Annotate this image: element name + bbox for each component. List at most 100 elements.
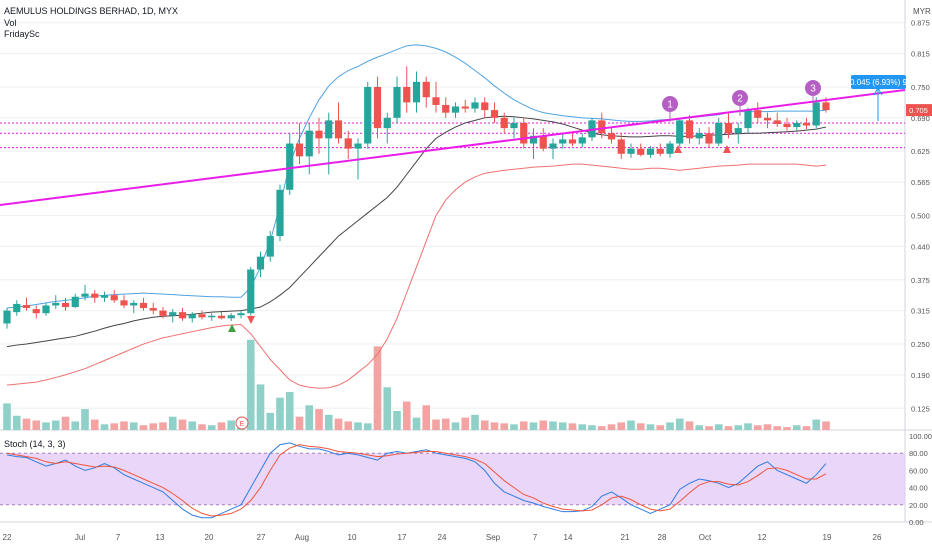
- stochastic-lines: [0, 442, 905, 519]
- stoch-d-line: [6, 444, 827, 517]
- volume-bar: [607, 424, 616, 430]
- candle: [305, 130, 313, 157]
- candle: [763, 117, 772, 121]
- x-tick-label: Jul: [75, 533, 85, 542]
- x-tick-label: 7: [116, 533, 121, 542]
- volume-bar: [636, 423, 645, 430]
- volume-bar: [451, 422, 460, 430]
- volume-bar: [51, 420, 60, 430]
- volume-bar: [802, 426, 811, 430]
- volume-bar: [90, 419, 99, 430]
- volume-bar: [675, 418, 684, 430]
- volume-bar: [412, 417, 421, 430]
- volume-bar: [3, 403, 11, 430]
- volume-bar: [42, 422, 50, 430]
- volume-bar: [246, 339, 255, 430]
- indicator-custom-label: FridaySc: [4, 29, 40, 39]
- volume-bar: [714, 424, 723, 430]
- volume-bar: [656, 425, 665, 430]
- candle: [52, 302, 60, 306]
- candle: [383, 117, 391, 129]
- candle: [81, 293, 89, 297]
- sell-arrow-icon: [247, 316, 255, 324]
- measure-label: 0.045 (6.93%) 9: [850, 78, 907, 87]
- volume-bar: [393, 411, 401, 430]
- stoch-tick-label: 0.00: [909, 518, 924, 527]
- volume-bar: [285, 392, 294, 430]
- volume-bar: [480, 420, 489, 430]
- volume-bar: [334, 418, 343, 430]
- volume-bar: [500, 423, 509, 430]
- candle: [607, 133, 616, 140]
- last-price-label: 0.705: [909, 106, 928, 115]
- volume-bar: [558, 422, 567, 430]
- x-tick-label: 28: [658, 533, 667, 542]
- x-tick-label: 19: [823, 533, 832, 542]
- candle: [22, 304, 31, 309]
- horizontal-levels[interactable]: [0, 122, 905, 149]
- candle: [295, 143, 304, 157]
- volume-bar: [734, 425, 743, 430]
- x-tick-label: 14: [564, 533, 573, 542]
- sell-arrow-icon: [723, 145, 731, 153]
- y-tick-label: 0.190: [911, 371, 930, 380]
- candle: [490, 110, 499, 118]
- candle: [802, 122, 811, 126]
- candle: [510, 122, 518, 129]
- candle: [237, 313, 245, 316]
- x-tick-label: 24: [438, 533, 447, 542]
- candle: [334, 120, 343, 139]
- y-tick-label: 0.440: [911, 242, 930, 251]
- volume-bar: [773, 426, 782, 430]
- x-tick-label: 10: [348, 533, 357, 542]
- candle: [412, 81, 421, 103]
- volume-bar: [529, 422, 538, 430]
- candle: [627, 148, 635, 154]
- y-tick-label: 0.250: [911, 340, 930, 349]
- candle: [198, 314, 206, 318]
- y-tick-label: 0.375: [911, 276, 930, 285]
- candle: [724, 122, 733, 134]
- volume-bar: [363, 423, 372, 430]
- y-tick-label: 0.500: [911, 212, 930, 221]
- x-tick-label: 13: [156, 533, 165, 542]
- volume-bar: [149, 423, 158, 430]
- volume-bar: [822, 421, 830, 430]
- volume-bar: [373, 346, 382, 430]
- candle: [208, 315, 216, 318]
- pattern-marker: [732, 90, 748, 106]
- volume-bar: [812, 419, 821, 430]
- volume-bar: [744, 423, 752, 430]
- candle: [286, 143, 294, 190]
- volume-bar: [354, 422, 362, 430]
- indicator-vol-label: Vol: [4, 18, 17, 28]
- candle: [3, 310, 11, 324]
- earnings-icon: [235, 416, 249, 430]
- annotations[interactable]: 1 2 3 E 0.045 (6.93%) 9: [228, 75, 908, 430]
- candle: [364, 86, 372, 144]
- trendline-line: [0, 89, 906, 206]
- volume-bar: [461, 417, 470, 430]
- volume-bar: [217, 422, 226, 430]
- candle: [598, 120, 606, 134]
- y-tick-label: 0.625: [911, 147, 930, 156]
- volume-bar: [324, 414, 333, 430]
- candle: [325, 120, 333, 139]
- volume-bar: [627, 420, 635, 430]
- candle: [130, 302, 138, 306]
- candle: [705, 133, 713, 144]
- stoch-tick-label: 60.00: [909, 466, 928, 475]
- y-tick-label: 0.565: [911, 178, 930, 187]
- candle: [403, 86, 411, 103]
- gridlines: [0, 0, 932, 523]
- last-price-tag: [906, 104, 932, 117]
- candle: [315, 130, 323, 139]
- volume-bar: [207, 425, 216, 430]
- volume-bar: [295, 416, 304, 430]
- volume-bar: [490, 422, 499, 430]
- trendline[interactable]: [0, 89, 906, 206]
- volume-bar: [139, 425, 148, 430]
- candle: [71, 296, 79, 308]
- volume-bar: [685, 421, 694, 430]
